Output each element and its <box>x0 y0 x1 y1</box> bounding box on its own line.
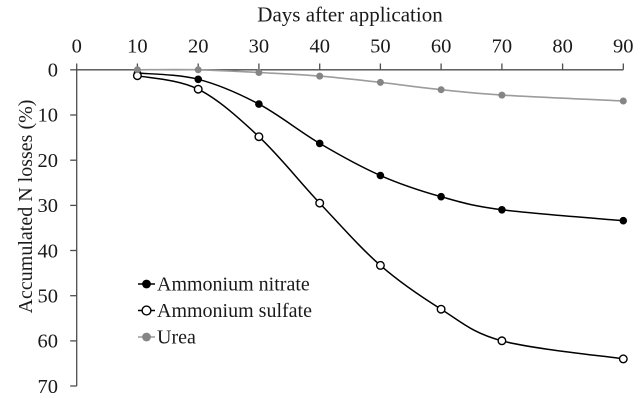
svg-text:Urea: Urea <box>157 327 196 349</box>
svg-text:50: 50 <box>370 36 391 58</box>
svg-text:0: 0 <box>48 60 58 82</box>
svg-text:90: 90 <box>613 36 634 58</box>
svg-text:30: 30 <box>249 36 270 58</box>
svg-text:40: 40 <box>38 240 59 262</box>
svg-text:70: 70 <box>38 376 59 398</box>
svg-text:30: 30 <box>38 195 59 217</box>
svg-text:10: 10 <box>127 36 148 58</box>
svg-text:60: 60 <box>431 36 452 58</box>
svg-text:60: 60 <box>38 331 59 353</box>
svg-text:10: 10 <box>38 105 59 127</box>
svg-text:0: 0 <box>72 36 82 58</box>
svg-text:Accumulated N losses (%): Accumulated N losses (%) <box>15 100 37 314</box>
svg-text:Ammonium nitrate: Ammonium nitrate <box>157 274 310 296</box>
svg-text:50: 50 <box>38 285 59 307</box>
svg-text:Days after application: Days after application <box>257 3 443 27</box>
svg-text:80: 80 <box>552 36 573 58</box>
svg-text:Ammonium sulfate: Ammonium sulfate <box>157 300 312 322</box>
svg-text:40: 40 <box>309 36 330 58</box>
svg-text:70: 70 <box>492 36 513 58</box>
svg-text:20: 20 <box>38 150 59 172</box>
svg-text:20: 20 <box>188 36 209 58</box>
